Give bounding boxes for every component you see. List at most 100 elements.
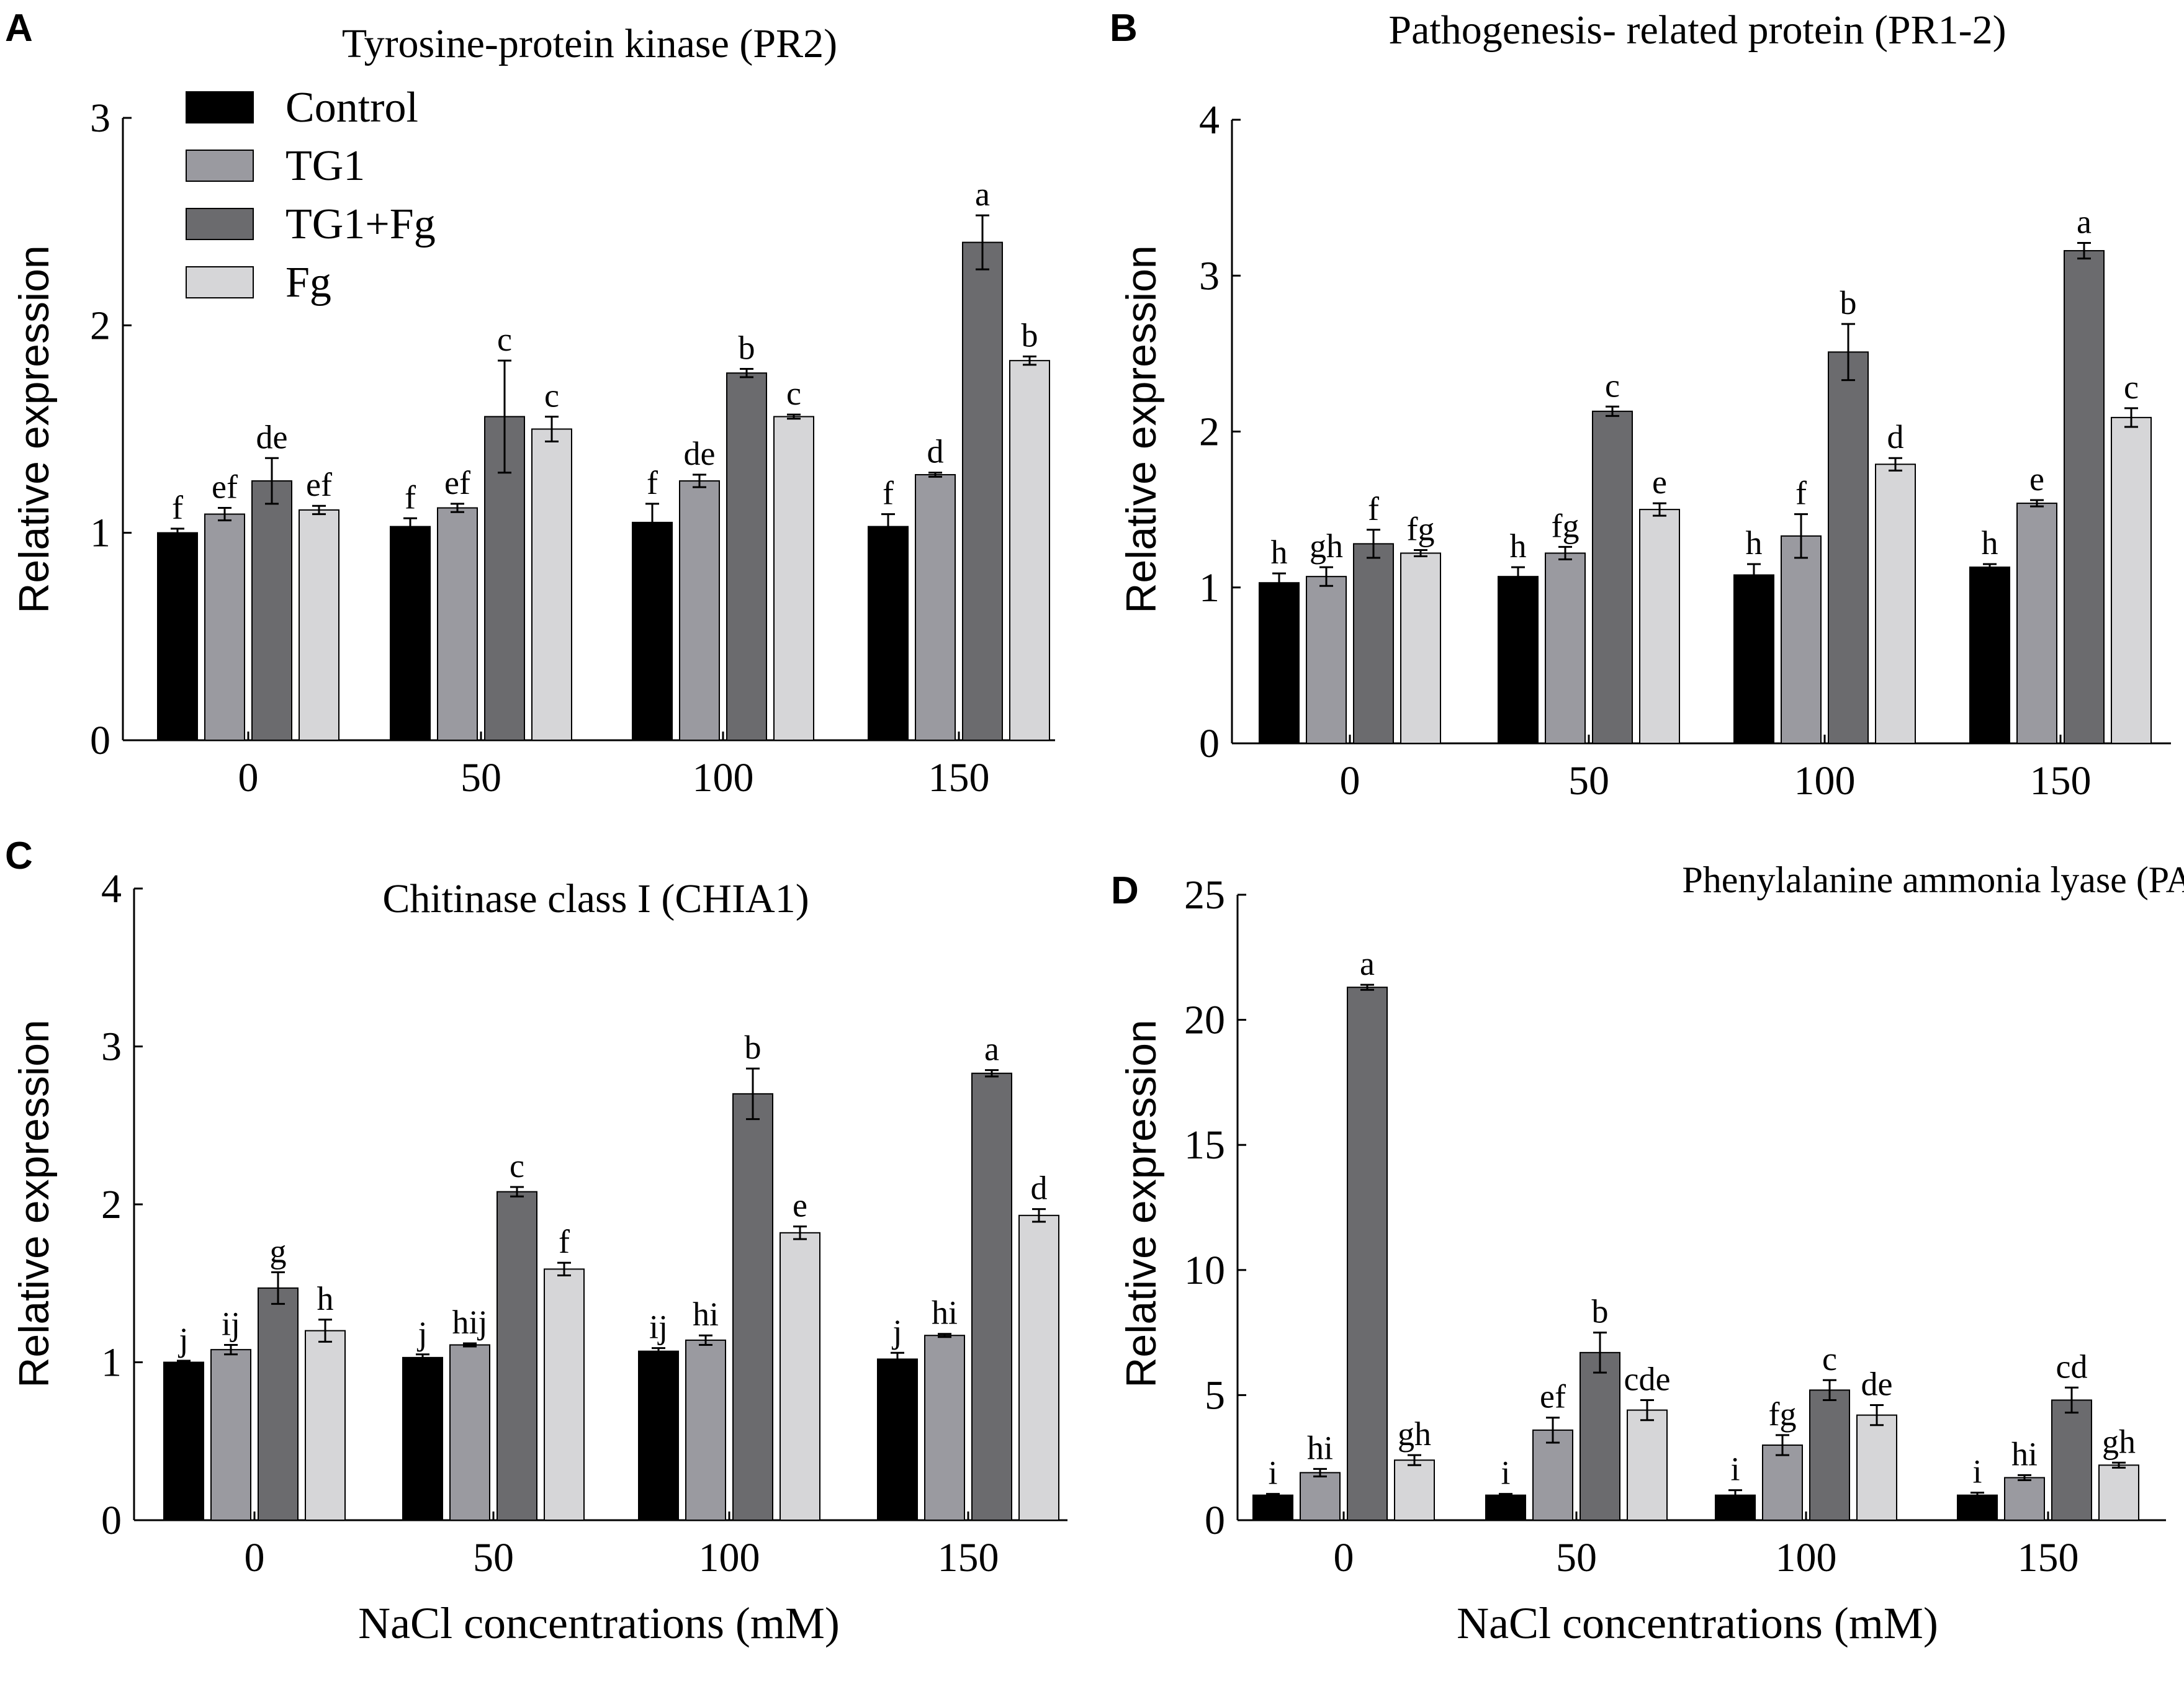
significance-label-a: c: [544, 377, 559, 414]
panel-letter-d: D: [1111, 869, 1139, 912]
x-tick-label-b: 0: [1340, 758, 1360, 804]
x-axis-label-c: NaCl concentrations (mM): [358, 1598, 840, 1648]
significance-label-b: b: [1840, 284, 1857, 321]
significance-label-c: ij: [222, 1306, 240, 1343]
bar-c-tg1-fg-0: [258, 1287, 299, 1521]
significance-label-d: a: [1360, 945, 1375, 982]
y-tick-label-b: 0: [1199, 721, 1220, 766]
bar-a-tg1-fg-150: [962, 241, 1003, 741]
y-tick-label-b: 2: [1199, 410, 1220, 455]
significance-label-b: gh: [1310, 527, 1343, 565]
y-tick-label-d: 10: [1184, 1248, 1225, 1293]
significance-label-d: fg: [1769, 1395, 1797, 1433]
bar-b-tg1-fg-100: [1828, 351, 1869, 744]
bar-b-tg1-150: [2016, 503, 2057, 744]
x-tick-label-c: 50: [473, 1535, 514, 1580]
bar-d-control-50: [1485, 1494, 1526, 1521]
bar-d-fg-150: [2098, 1464, 2139, 1521]
bar-d-tg1-50: [1532, 1429, 1573, 1521]
y-tick-label-d: 25: [1184, 872, 1225, 918]
significance-label-c: j: [178, 1321, 188, 1358]
x-tick-label-a: 50: [461, 755, 501, 800]
bar-c-fg-50: [544, 1268, 585, 1521]
legend-swatch-control: [186, 91, 254, 123]
significance-label-c: ij: [649, 1309, 668, 1346]
bar-b-control-100: [1733, 574, 1774, 745]
y-tick-label-c: 3: [101, 1024, 122, 1070]
significance-label-c: a: [984, 1031, 999, 1068]
significance-label-a: ef: [444, 464, 470, 501]
chart-title-d: Phenylalanine ammonia lyase (PAL): [1682, 859, 2184, 900]
y-tick-label-c: 1: [101, 1340, 122, 1386]
bar-d-control-150: [1957, 1494, 1998, 1521]
bar-d-fg-100: [1856, 1414, 1897, 1521]
bar-d-tg1-0: [1300, 1472, 1341, 1521]
bar-a-tg1-fg-0: [251, 480, 292, 741]
x-tick-label-a: 150: [928, 755, 990, 800]
bar-c-fg-100: [780, 1232, 820, 1521]
legend-label-control: Control: [285, 84, 418, 132]
significance-label-d: b: [1592, 1293, 1609, 1330]
y-tick-label-a: 3: [90, 96, 110, 141]
x-tick-label-a: 0: [238, 755, 259, 800]
significance-label-c: b: [745, 1029, 762, 1066]
bar-b-control-0: [1259, 582, 1300, 745]
significance-label-b: f: [1795, 475, 1807, 512]
y-tick-label-c: 4: [101, 866, 122, 911]
x-tick-label-b: 50: [1568, 758, 1609, 804]
bar-c-tg1-fg-50: [497, 1191, 537, 1521]
significance-label-a: f: [172, 489, 183, 526]
bar-d-tg1-fg-50: [1580, 1351, 1620, 1521]
x-tick-label-c: 150: [938, 1535, 999, 1580]
significance-label-c: g: [270, 1232, 287, 1270]
bar-a-tg1-50: [437, 507, 478, 741]
significance-label-a: b: [1022, 316, 1038, 354]
bar-b-fg-150: [2111, 416, 2152, 744]
y-axis-label-a: Relative expression: [11, 245, 58, 613]
bar-a-tg1-100: [679, 480, 720, 741]
bar-b-tg1-50: [1545, 552, 1586, 744]
bar-b-fg-50: [1639, 509, 1680, 744]
x-tick-label-d: 100: [1776, 1535, 1837, 1580]
bar-a-control-100: [632, 521, 673, 741]
y-tick-label-a: 0: [90, 718, 110, 763]
significance-label-d: i: [1972, 1453, 1982, 1490]
y-tick-label-d: 20: [1184, 998, 1225, 1043]
bar-c-fg-0: [305, 1330, 346, 1521]
bar-a-control-0: [157, 532, 198, 741]
bar-c-tg1-50: [449, 1344, 490, 1521]
significance-label-b: e: [2029, 460, 2044, 498]
significance-label-a: a: [975, 176, 990, 213]
significance-label-a: d: [927, 433, 944, 470]
bar-b-tg1-fg-150: [2064, 250, 2105, 744]
chart-title-b: Pathogenesis- related protein (PR1-2): [1388, 7, 2006, 53]
significance-label-a: de: [684, 435, 716, 472]
legend-swatch-tg1-fg: [186, 208, 254, 240]
legend-label-fg: Fg: [285, 259, 331, 307]
significance-label-d: ef: [1540, 1378, 1566, 1415]
significance-label-d: hi: [1307, 1429, 1333, 1466]
significance-label-d: de: [1861, 1366, 1893, 1403]
x-tick-label-b: 150: [2030, 758, 2092, 804]
bar-a-tg1-fg-100: [726, 372, 767, 741]
y-tick-label-b: 4: [1199, 97, 1220, 143]
legend-swatch-tg1: [186, 150, 254, 182]
bar-c-tg1-150: [924, 1335, 965, 1521]
bar-d-tg1-150: [2004, 1477, 2045, 1521]
x-tick-label-d: 150: [2018, 1535, 2079, 1580]
significance-label-b: d: [1887, 418, 1904, 455]
bar-a-fg-100: [773, 416, 814, 741]
y-tick-label-d: 0: [1205, 1498, 1225, 1543]
y-tick-label-c: 0: [101, 1498, 122, 1543]
significance-label-a: c: [497, 321, 512, 358]
significance-label-a: ef: [212, 468, 238, 506]
significance-label-c: h: [317, 1280, 334, 1317]
significance-label-a: ef: [306, 466, 332, 503]
significance-label-b: fg: [1407, 510, 1435, 547]
significance-label-c: e: [793, 1187, 807, 1224]
significance-label-c: f: [559, 1223, 570, 1260]
significance-label-b: a: [2077, 203, 2092, 240]
significance-label-b: f: [1368, 490, 1379, 527]
bar-b-tg1-fg-0: [1353, 543, 1394, 745]
significance-label-d: i: [1268, 1454, 1277, 1492]
